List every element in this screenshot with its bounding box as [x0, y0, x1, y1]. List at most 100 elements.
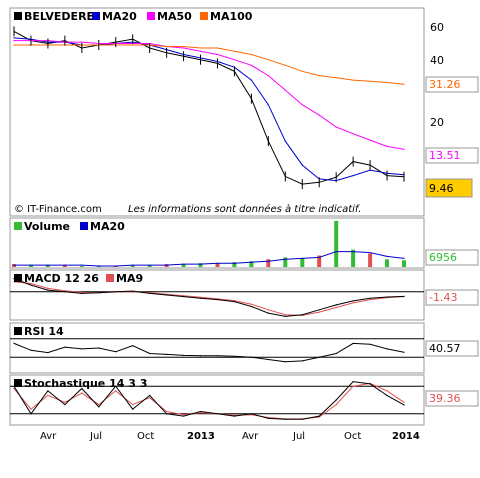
price-line-ma50-point: [403, 148, 405, 150]
disclaimer: Les informations sont données à titre in…: [128, 203, 361, 215]
last-price-box: [425, 178, 473, 198]
macd-signal-line-point: [64, 290, 66, 292]
stochastic-d-line-point: [386, 390, 388, 392]
price-line-ma50-point: [284, 89, 286, 91]
price-line-ma50-point: [199, 50, 202, 52]
volume-ma20-line-point: [166, 264, 168, 266]
price-line-ma100-point: [335, 77, 337, 79]
macd-signal-line-point: [30, 282, 32, 285]
legend-stochastic: Stochastique 14 3 3: [24, 377, 147, 390]
volume-bar: [147, 265, 152, 267]
legend-volume: Volume: [24, 220, 70, 233]
price-line-ma20-point: [284, 140, 286, 142]
volume-bar: [283, 257, 288, 267]
price-series-group: [13, 26, 405, 190]
volume-bar: [29, 265, 33, 267]
ma100-value-label: 31.26: [429, 78, 461, 91]
stochastic-d-line-point: [318, 416, 320, 418]
stochastic-d-line-point: [199, 412, 202, 414]
legend-swatch-belvedere: [14, 12, 22, 20]
price-line-ma100-point: [284, 64, 286, 66]
rsi-line-point: [301, 360, 303, 362]
price-line-ma100-point: [13, 44, 15, 46]
price-line-ma100-point: [166, 45, 168, 48]
macd-line-point: [352, 300, 354, 302]
price-line-ma50-point: [318, 114, 320, 116]
macd-signal-line-point: [81, 291, 83, 293]
stochastic-d-line-point: [81, 392, 83, 394]
volume-ma20-line-point: [233, 262, 235, 264]
volume-ma20-line-point: [284, 258, 286, 260]
volume-ma20-line: [14, 251, 405, 267]
macd-line-point: [403, 295, 405, 297]
stochastic-k-line-point: [250, 413, 252, 415]
stochastic-panel-frame: [9, 374, 425, 426]
stochastic-k-line-point: [403, 404, 405, 406]
volume-ma20-line-point: [30, 264, 32, 266]
macd-series-group: [10, 278, 424, 317]
stochastic-k-line-point: [267, 417, 269, 419]
volume-bar: [317, 255, 322, 267]
volume-ma20-line-point: [149, 264, 151, 266]
stochastic-value-box: [425, 390, 479, 407]
stochastic-value-label: 39.36: [429, 392, 461, 405]
macd-signal-line-point: [318, 311, 320, 313]
stochastic-k-line-point: [149, 394, 151, 396]
price-line-ma20-point: [250, 79, 252, 81]
volume-ma20-line-point: [115, 265, 117, 267]
rsi-line-point: [369, 343, 371, 345]
price-line-ma100-point: [132, 44, 134, 46]
price-line-ma100-point: [233, 50, 235, 52]
price-line-ma50-point: [267, 75, 269, 77]
macd-line-point: [166, 294, 168, 296]
volume-ma20-line-point: [369, 252, 371, 254]
stochastic-d-line-point: [132, 404, 134, 406]
rsi-line-point: [98, 347, 100, 349]
macd-line-point: [301, 314, 303, 316]
ma50-value-box: [425, 147, 479, 164]
rsi-line-point: [81, 348, 83, 350]
legend-swatch-ma9: [106, 274, 114, 282]
volume-bar: [45, 265, 50, 267]
legend-swatch-stochastic: [14, 379, 22, 387]
x-tick-2014: 2014: [392, 431, 420, 442]
legend-ma9: MA9: [116, 272, 143, 285]
macd-value-box: [425, 289, 479, 306]
x-tick-jul-2012: Jul: [89, 431, 102, 442]
rsi-line-point: [132, 345, 134, 347]
volume-bar: [215, 263, 220, 267]
macd-line-point: [149, 292, 151, 294]
macd-signal-line-point: [352, 302, 354, 304]
rsi-line-point: [284, 361, 286, 363]
price-panel-frame: [9, 7, 425, 217]
volume-ma20-line-point: [47, 264, 49, 266]
rsi-value-box: [425, 340, 479, 357]
macd-signal-line-point: [267, 309, 269, 311]
legend-ma20: MA20: [102, 10, 137, 23]
volume-bar: [62, 265, 67, 267]
rsi-line-point: [47, 352, 49, 354]
rsi-line-point: [13, 342, 15, 344]
price-line-ma20-point: [352, 175, 354, 177]
price-line-ma50-point: [369, 139, 371, 141]
volume-ma20-line-point: [132, 264, 134, 266]
stochastic-d-line: [13, 382, 405, 420]
macd-line-point: [386, 296, 388, 298]
rsi-series-group: [10, 338, 424, 363]
rsi-line-point: [352, 342, 354, 344]
volume-value-box: [425, 249, 479, 266]
legend-volume-ma20: MA20: [90, 220, 125, 233]
macd-line-point: [183, 296, 185, 298]
volume-ma20-line-point: [386, 255, 388, 257]
watermark: © IT-Finance.com: [14, 204, 102, 215]
stochastic-k-line-point: [30, 413, 32, 415]
macd-line-point: [199, 297, 202, 299]
rsi-panel-frame: [9, 322, 425, 374]
stochastic-k-line-point: [199, 410, 202, 413]
rsi-line-point: [30, 349, 32, 351]
volume-ma20-line-point: [318, 256, 320, 258]
price-line-ma50-point: [183, 47, 185, 49]
price-line-ma50-point: [386, 145, 388, 147]
price-line-ma100-point: [352, 79, 354, 81]
